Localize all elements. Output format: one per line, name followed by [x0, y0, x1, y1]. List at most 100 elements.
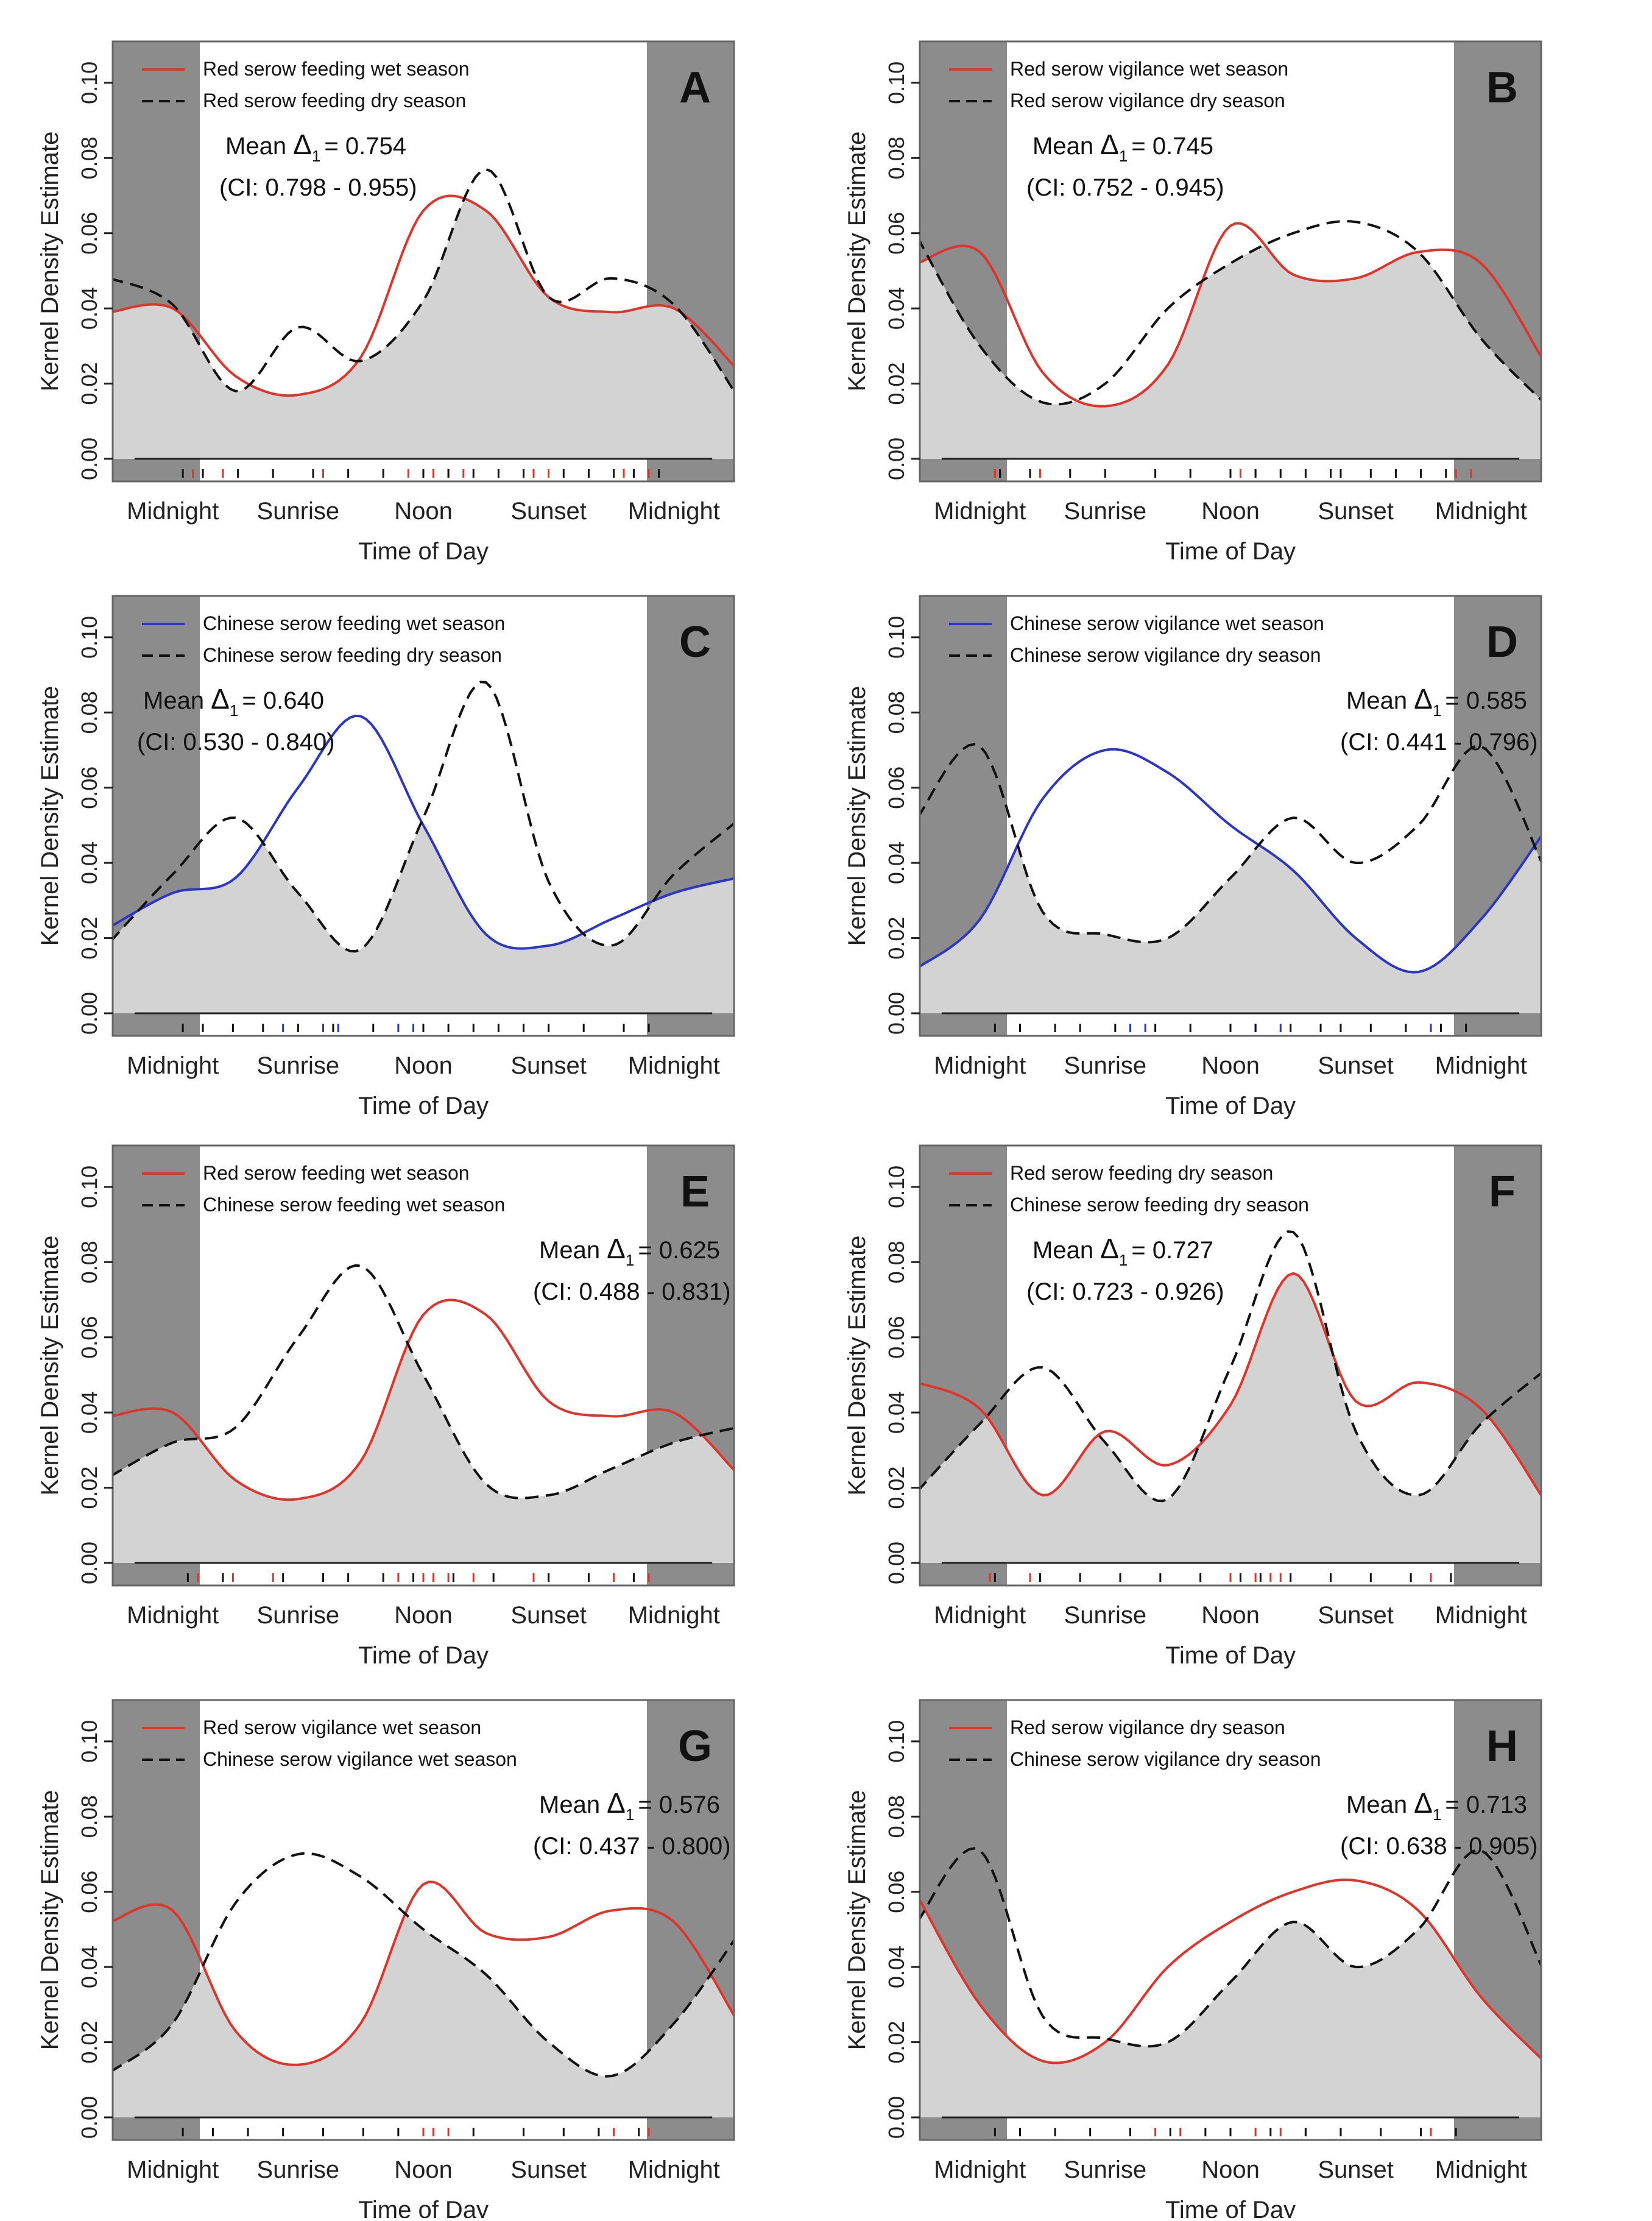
overlap-area — [920, 846, 1541, 1013]
plot-frame — [111, 595, 735, 1037]
legend-label: Red serow vigilance dry season — [1010, 1716, 1285, 1738]
legend-label: Chinese serow feeding wet season — [203, 1194, 505, 1216]
y-tick-label: 0.04 — [77, 1391, 102, 1434]
x-tick-label: Sunset — [1318, 1052, 1394, 1079]
plot-frame — [919, 1699, 1542, 2141]
y-tick-label: 0.00 — [77, 992, 102, 1035]
series-line-1 — [920, 748, 1541, 974]
mean-delta-annotation: Mean Δ1 = 0.585 — [1346, 683, 1527, 720]
y-tick-label: 0.10 — [77, 1720, 102, 1763]
series-line-1 — [113, 714, 734, 950]
y-tick-label: 0.08 — [884, 136, 909, 179]
x-tick-label: Midnight — [628, 1602, 720, 1629]
y-axis-title: Kernel Density Estimate — [37, 1790, 63, 2050]
y-tick-label: 0.06 — [77, 1316, 102, 1359]
overlap-area — [920, 1911, 1541, 2117]
y-axis-title: Kernel Density Estimate — [844, 686, 870, 946]
y-tick-label: 0.02 — [884, 1467, 909, 1509]
mean-delta-annotation: Mean Δ1 = 0.745 — [1032, 129, 1213, 165]
y-tick-label: 0.00 — [884, 992, 909, 1035]
y-tick-label: 0.02 — [77, 363, 102, 405]
y-tick-label: 0.08 — [77, 136, 102, 179]
x-tick-label: Midnight — [127, 1602, 219, 1629]
x-tick-label: Sunset — [1318, 2156, 1394, 2183]
y-tick-label: 0.08 — [77, 691, 102, 734]
x-axis-title: Time of Day — [1165, 1642, 1296, 1669]
y-tick-label: 0.08 — [884, 1241, 909, 1283]
overlap-area — [113, 825, 734, 1013]
y-tick-label: 0.10 — [77, 1166, 102, 1208]
x-tick-label: Sunrise — [257, 2156, 340, 2183]
y-tick-label: 0.10 — [884, 62, 909, 104]
x-axis-title: Time of Day — [358, 1093, 489, 1119]
panel-letter: F — [1489, 1167, 1516, 1216]
y-tick-label: 0.04 — [77, 287, 102, 330]
y-tick-label: 0.08 — [884, 691, 909, 734]
legend-label: Chinese serow feeding dry season — [203, 644, 502, 666]
y-tick-label: 0.08 — [77, 1241, 102, 1283]
y-tick-label: 0.02 — [77, 917, 102, 960]
panel-a: 0.00 0.02 0.04 0.06 0.08 0.10 Midnight Sunrise N… — [37, 40, 735, 565]
ci-annotation: (CI: 0.638 - 0.905) — [1340, 1833, 1538, 1860]
plot-frame — [111, 1699, 735, 2141]
x-axis-title: Time of Day — [358, 2197, 489, 2218]
x-tick-label: Sunset — [1318, 498, 1394, 525]
x-axis-title: Time of Day — [358, 1642, 489, 1669]
legend-label: Chinese serow vigilance dry season — [1010, 644, 1321, 666]
y-tick-label: 0.04 — [884, 841, 909, 884]
panel-letter: G — [678, 1722, 712, 1771]
y-tick-label: 0.06 — [884, 1871, 909, 1913]
x-tick-label: Midnight — [934, 1052, 1026, 1079]
y-tick-label: 0.02 — [77, 1467, 102, 1509]
y-axis-title: Kernel Density Estimate — [37, 1236, 63, 1496]
y-tick-label: 0.04 — [77, 841, 102, 884]
x-tick-label: Sunrise — [1064, 1052, 1147, 1079]
overlap-area — [113, 1916, 734, 2117]
plot-frame — [111, 40, 735, 483]
series-line-1 — [113, 1880, 734, 2066]
series-line-1 — [113, 194, 734, 397]
mean-delta-annotation: Mean Δ1 = 0.640 — [143, 683, 324, 720]
plot-frame — [919, 40, 1542, 483]
legend-label: Chinese serow feeding dry season — [1010, 1194, 1309, 1216]
panel-g: 0.00 0.02 0.04 0.06 0.08 0.10 Midnight Sunrise N… — [37, 1699, 735, 2221]
x-tick-label: Noon — [394, 1052, 453, 1079]
y-axis-title: Kernel Density Estimate — [37, 686, 63, 946]
y-tick-label: 0.00 — [77, 437, 102, 480]
x-tick-label: Noon — [1201, 498, 1260, 525]
mean-delta-annotation: Mean Δ1 = 0.625 — [539, 1233, 720, 1269]
x-tick-label: Midnight — [127, 1052, 219, 1079]
x-tick-label: Midnight — [934, 2156, 1026, 2183]
ci-annotation: (CI: 0.798 - 0.955) — [219, 174, 417, 201]
series-line-1 — [113, 1298, 734, 1501]
y-tick-label: 0.04 — [884, 287, 909, 330]
y-tick-label: 0.10 — [884, 616, 909, 659]
plot-frame — [919, 595, 1542, 1037]
x-tick-label: Sunrise — [257, 1602, 340, 1629]
y-tick-label: 0.02 — [77, 2021, 102, 2064]
overlap-area — [113, 199, 734, 459]
y-axis-title: Kernel Density Estimate — [844, 132, 870, 392]
x-tick-label: Sunset — [1318, 1602, 1394, 1629]
ci-annotation: (CI: 0.441 - 0.796) — [1340, 729, 1538, 756]
panel-b: 0.00 0.02 0.04 0.06 0.08 0.10 Midnight Sunrise N… — [844, 40, 1542, 565]
x-tick-label: Midnight — [934, 1602, 1026, 1629]
panel-c: 0.00 0.02 0.04 0.06 0.08 0.10 Midnight Sunrise N… — [37, 595, 735, 1119]
series-line-1 — [920, 1878, 1541, 2064]
legend-label: Red serow vigilance wet season — [203, 1716, 481, 1738]
x-tick-label: Sunrise — [1064, 498, 1147, 525]
panel-letter: A — [679, 63, 711, 112]
ci-annotation: (CI: 0.530 - 0.840) — [137, 729, 335, 756]
series-line-2 — [113, 681, 734, 953]
legend-label: Red serow feeding dry season — [203, 90, 466, 112]
y-tick-label: 0.10 — [884, 1166, 909, 1208]
x-tick-label: Midnight — [628, 498, 720, 525]
series-line-2 — [920, 219, 1541, 406]
panel-letter: D — [1486, 618, 1518, 667]
x-tick-label: Noon — [394, 2156, 453, 2183]
x-axis-title: Time of Day — [358, 538, 489, 565]
x-tick-label: Sunset — [510, 2156, 587, 2183]
series-line-1 — [920, 1272, 1541, 1498]
